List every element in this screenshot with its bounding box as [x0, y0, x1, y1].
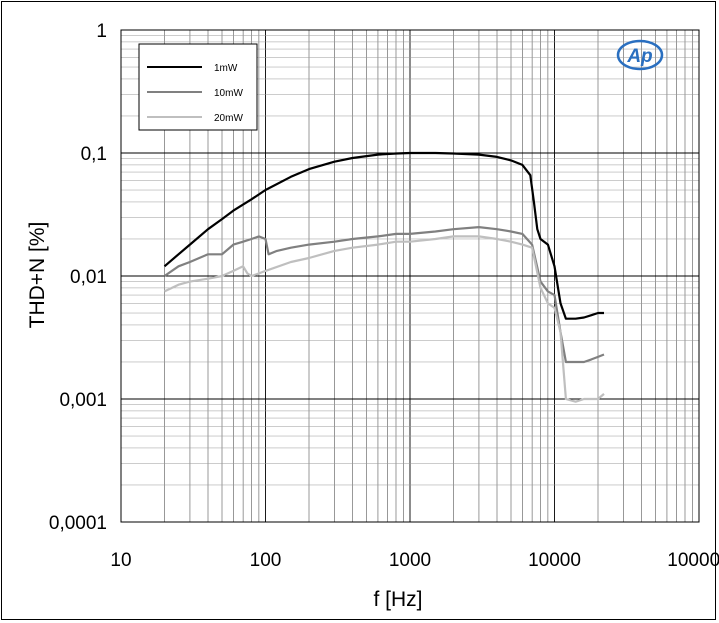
- legend-label: 10mW: [214, 88, 243, 99]
- y-tick-label: 0,01: [70, 267, 107, 288]
- y-tick-label: 0,001: [59, 390, 107, 411]
- x-tick-label: 100000: [667, 550, 719, 571]
- series-line-1mW: [163, 151, 604, 320]
- legend-label: 20mW: [214, 113, 243, 124]
- y-tick-label: 1: [96, 21, 107, 42]
- ap-logo-text: Ap: [626, 46, 652, 67]
- legend-box: [138, 43, 258, 131]
- series-layer: [163, 151, 605, 403]
- x-tick-labels: 10 100 1000 10000 100000: [110, 550, 719, 571]
- legend-label: 1mW: [214, 63, 238, 74]
- y-tick-label: 0,1: [81, 144, 107, 165]
- y-axis-title: THD+N [%]: [26, 222, 49, 329]
- x-tick-label: 10: [110, 550, 131, 571]
- x-axis-title: f [Hz]: [373, 588, 422, 611]
- ap-logo: Ap: [616, 39, 664, 71]
- series-line-20mW: [164, 235, 605, 403]
- x-tick-label: 1000: [389, 550, 431, 571]
- legend: 1mW 10mW 20mW: [138, 43, 258, 131]
- series-line-10mW: [163, 226, 605, 364]
- y-tick-label: 0,0001: [49, 513, 107, 534]
- ap-logo-ring: [616, 39, 664, 71]
- plot-area: [120, 29, 700, 523]
- x-tick-label: 100: [250, 550, 282, 571]
- y-tick-labels: 0,0001 0,001 0,01 0,1 1: [49, 21, 107, 534]
- x-tick-label: 10000: [528, 550, 581, 571]
